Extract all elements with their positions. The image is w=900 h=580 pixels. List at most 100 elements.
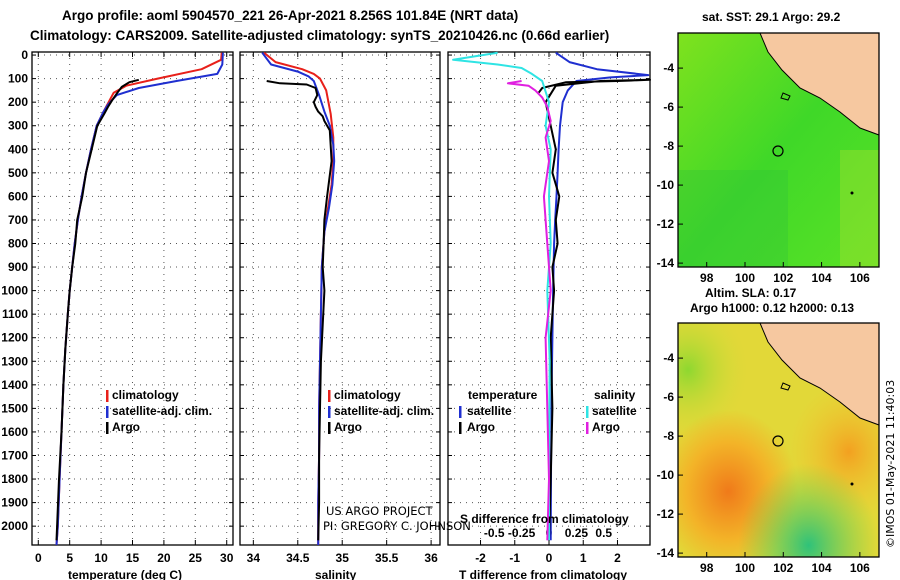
- altim-map-title: Altim. SLA: 0.17: [705, 286, 797, 300]
- x-tick-label: 0: [546, 551, 553, 565]
- x-tick-label: -1: [509, 551, 520, 565]
- sla-argo-marker: [772, 435, 784, 447]
- sla-small-island: [850, 482, 854, 486]
- difference-legend: temperature salinity satellite Argo sate…: [459, 388, 637, 434]
- legend-swatch-satellite: [106, 406, 109, 418]
- depth-tick-label: 1900: [1, 496, 28, 510]
- depth-tick-label: 500: [8, 166, 28, 180]
- series-line-temperature-satellite: [549, 51, 650, 541]
- map-lon-label: 100: [735, 561, 755, 575]
- x-tick-label: 30: [220, 551, 234, 565]
- sst-map-axes: 98 100 102 104 106 -4 -6 -8 -10 -12 -14: [657, 61, 871, 285]
- map-lat-label: -6: [663, 390, 674, 404]
- legend-label-s-satellite: satellite: [592, 404, 637, 418]
- map-lat-label: -10: [657, 468, 675, 482]
- legend-header-salinity: salinity: [594, 388, 636, 402]
- x-tick-label: 1: [580, 551, 587, 565]
- x-tick-label: 34: [247, 551, 261, 565]
- map-lon-label: 106: [850, 271, 870, 285]
- depth-tick-label: 600: [8, 189, 28, 203]
- s-difference-xlabel: S difference from climatology: [460, 512, 629, 526]
- legend-label-satellite: satellite-adj. clim.: [334, 404, 434, 418]
- depth-tick-label: 900: [8, 260, 28, 274]
- salinity-legend: climatology satellite-adj. clim. Argo: [328, 388, 434, 434]
- depth-tick-label: 400: [8, 142, 28, 156]
- map-lat-label: -10: [657, 178, 675, 192]
- legend-label-satellite: satellite-adj. clim.: [112, 404, 212, 418]
- legend-swatch-satellite: [328, 406, 331, 418]
- map-lon-label: 100: [735, 271, 755, 285]
- altim-map-subtitle: Argo h1000: 0.12 h2000: 0.13: [690, 301, 854, 315]
- sst-map: [677, 32, 880, 268]
- depth-tick-label: 1400: [1, 378, 28, 392]
- sst-map-title: sat. SST: 29.1 Argo: 29.2: [702, 10, 841, 24]
- depth-tick-label: 200: [8, 95, 28, 109]
- x-tick-label: 35.5: [375, 551, 399, 565]
- depth-tick-label: 1700: [1, 448, 28, 462]
- salinity-panel-frame: [239, 51, 441, 546]
- legend-swatch-s-argo: [586, 422, 589, 434]
- legend-header-temperature: temperature: [468, 388, 538, 402]
- legend-label-t-satellite: satellite: [467, 404, 512, 418]
- series-line-satellite-adj-clim: [55, 52, 224, 546]
- series-line-argo: [266, 80, 333, 541]
- legend-swatch-t-argo: [459, 422, 462, 434]
- x-tick-label: -2: [475, 551, 486, 565]
- series-line-salinity-satellite: [452, 51, 552, 541]
- series-line-salinity-argo: [506, 80, 552, 541]
- sst-field-yellow: [840, 150, 879, 267]
- series-line-argo: [55, 78, 140, 541]
- altim-map-axes: 98 100 102 104 106 -4 -6 -8 -10 -12 -14: [657, 351, 871, 575]
- depth-tick-label: 300: [8, 119, 28, 133]
- profile-series: [55, 51, 651, 546]
- legend-swatch-argo: [328, 422, 331, 434]
- map-lat-label: -12: [657, 507, 675, 521]
- x-tick-label: 25: [189, 551, 203, 565]
- map-lat-label: -8: [663, 139, 674, 153]
- project-annotation: US ARGO PROJECT: [326, 504, 434, 518]
- salinity-xlabel: salinity: [315, 568, 357, 580]
- legend-label-argo: Argo: [334, 420, 362, 434]
- depth-tick-label: 1100: [2, 307, 28, 321]
- map-lat-label: -14: [657, 256, 675, 270]
- s-diff-tick-label: 0.5: [595, 526, 612, 540]
- sst-small-island: [850, 191, 854, 195]
- dotted-grid: [32, 52, 650, 545]
- imos-credit: ©IMOS 01-May-2021 11:40:03: [884, 380, 897, 548]
- depth-tick-label: 1300: [1, 354, 28, 368]
- depth-tick-label: 1600: [1, 425, 28, 439]
- depth-tick-label: 800: [8, 236, 28, 250]
- map-lat-label: -8: [663, 429, 674, 443]
- s-diff-tick-label: -0.5: [484, 526, 505, 540]
- sla-island: [780, 382, 791, 391]
- x-tick-label: 15: [126, 551, 140, 565]
- temperature-xlabel: temperature (deg C): [68, 568, 182, 580]
- legend-swatch-climatology: [106, 390, 109, 402]
- map-lat-label: -12: [657, 217, 675, 231]
- legend-label-climatology: climatology: [112, 388, 179, 402]
- legend-label-t-argo: Argo: [467, 420, 495, 434]
- map-lat-label: -4: [663, 61, 674, 75]
- depth-tick-label: 100: [8, 72, 28, 86]
- x-tick-label: 36: [424, 551, 438, 565]
- legend-swatch-climatology: [328, 390, 331, 402]
- legend-label-s-argo: Argo: [592, 420, 620, 434]
- depth-tick-label: 1000: [1, 284, 28, 298]
- x-tick-label: 5: [66, 551, 73, 565]
- legend-swatch-t-satellite: [459, 406, 462, 418]
- depth-tick-label: 0: [21, 48, 28, 62]
- map-lat-label: -6: [663, 100, 674, 114]
- map-lon-label: 98: [700, 561, 714, 575]
- series-line-temperature-argo: [537, 78, 651, 541]
- sst-island: [780, 92, 791, 101]
- series-line-climatology: [263, 51, 335, 545]
- map-lon-label: 104: [812, 271, 832, 285]
- x-tick-label: 34.5: [286, 551, 310, 565]
- map-lon-label: 98: [700, 271, 714, 285]
- pi-annotation: PI: GREGORY C. JOHNSON: [323, 519, 471, 533]
- title-line-2: Climatology: CARS2009. Satellite-adjuste…: [30, 28, 609, 43]
- sst-argo-marker: [772, 145, 784, 157]
- series-line-climatology: [55, 52, 223, 546]
- legend-swatch-argo: [106, 422, 109, 434]
- map-lon-label: 104: [812, 561, 832, 575]
